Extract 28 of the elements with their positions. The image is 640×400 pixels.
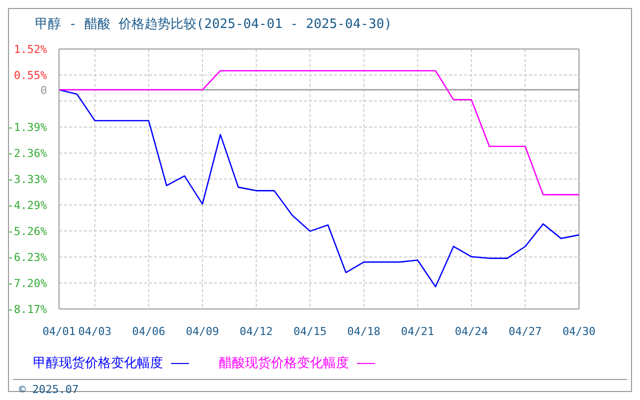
line-series (59, 89, 579, 288)
x-tick-label: 04/15 (293, 324, 327, 338)
legend-label: 甲醇现货价格变化幅度 (33, 355, 163, 372)
y-tick-label: -2.36% (7, 147, 48, 160)
y-tick-label: 0.55% (14, 69, 48, 82)
y-tick-label: -7.20% (7, 276, 48, 290)
x-tick-label: 04/06 (132, 324, 166, 338)
text: © 2025.07 (19, 383, 79, 396)
y-tick-label: -8.17% (7, 303, 48, 316)
y-tick-label: -6.23% (7, 250, 48, 264)
chart-title: 甲醇 - 醋酸 价格趋势比较(2025-04-01 - 2025-04-30) (35, 16, 392, 33)
x-tick-label: 04/24 (454, 324, 488, 338)
line-series (59, 70, 579, 196)
x-tick-label: 04/01 (42, 324, 76, 338)
y-tick-label: -4.29% (7, 198, 48, 212)
y-tick-label: 1.52% (14, 43, 48, 56)
legend-label: 醋酸现货价格变化幅度 (219, 355, 349, 372)
x-tick-label: 04/30 (562, 324, 596, 338)
x-tick-label: 04/21 (401, 324, 434, 338)
x-tick-label: 04/27 (508, 324, 542, 338)
y-tick-label: -5.26% (7, 224, 48, 238)
x-tick-label: 04/12 (240, 324, 273, 338)
y-tick-label: -3.33% (7, 173, 48, 186)
y-tick-label: -1.39% (7, 121, 48, 134)
y-tick-label: 0 (40, 84, 47, 97)
x-tick-label: 04/03 (78, 324, 112, 338)
x-tick-label: 04/18 (347, 324, 380, 338)
x-tick-label: 04/09 (186, 324, 220, 338)
